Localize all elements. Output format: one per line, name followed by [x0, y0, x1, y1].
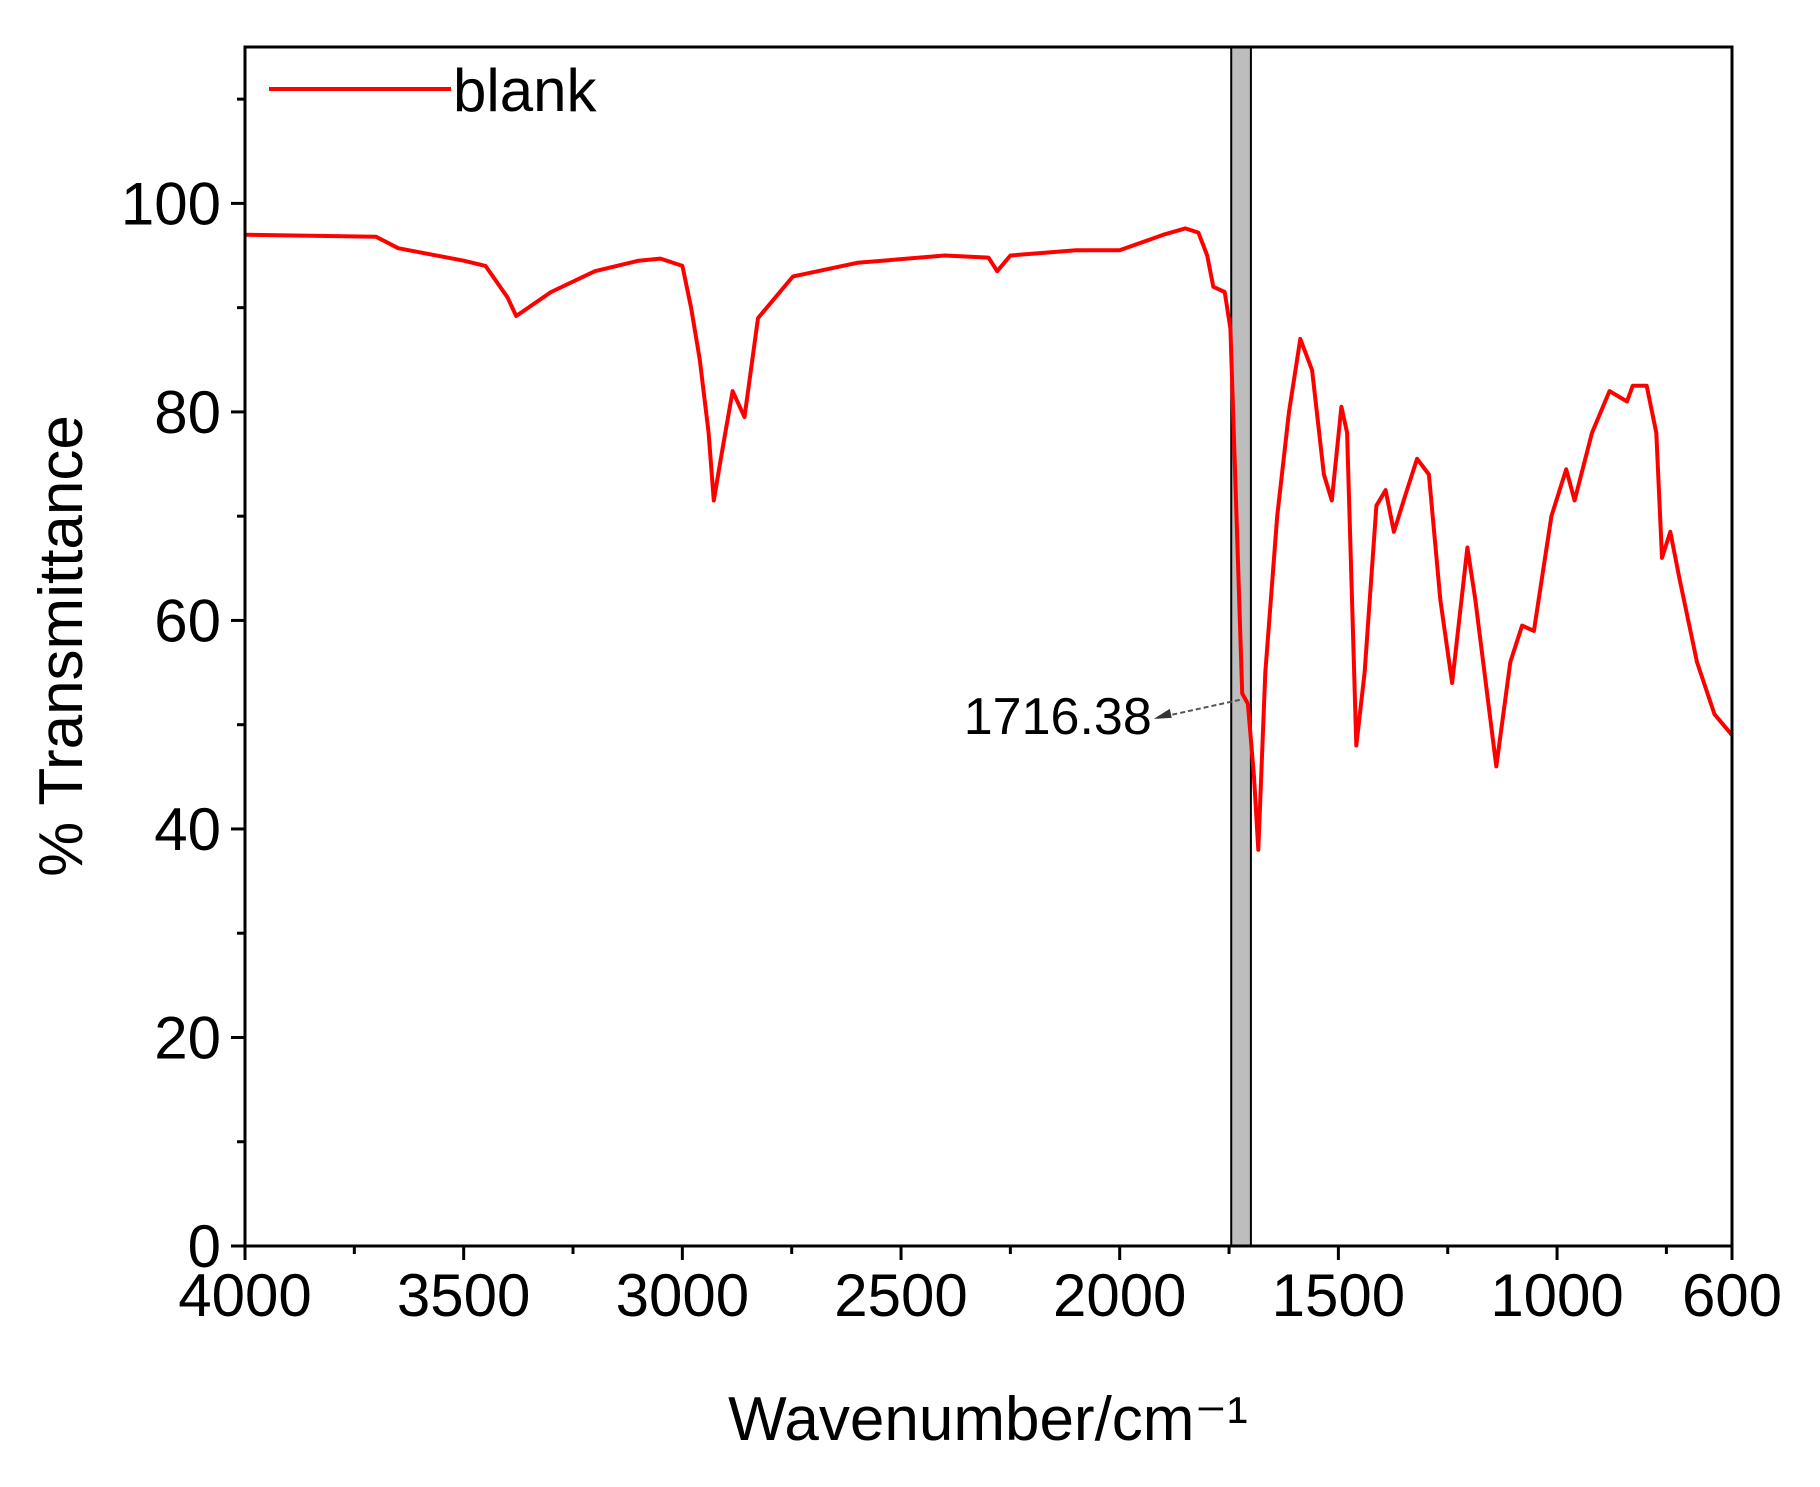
x-axis-label: Wavenumber/cm⁻¹ [728, 1385, 1248, 1454]
y-tick-label: 80 [154, 379, 221, 446]
y-tick-label: 0 [188, 1213, 221, 1280]
x-tick-label: 2000 [1053, 1262, 1186, 1329]
annotation-arrow [1157, 698, 1240, 719]
x-tick-label: 2500 [834, 1262, 967, 1329]
annotation-label: 1716.38 [964, 688, 1152, 746]
legend-label: blank [453, 57, 597, 124]
x-tick-label: 3500 [397, 1262, 530, 1329]
y-tick-label: 40 [154, 796, 221, 863]
x-tick-label: 3000 [616, 1262, 749, 1329]
y-tick-label: 60 [154, 587, 221, 654]
x-tick-label: 1000 [1490, 1262, 1623, 1329]
spectrum-line [244, 226, 1734, 852]
annotation-arrowhead [1153, 708, 1172, 719]
y-tick-label: 100 [121, 170, 221, 237]
y-axis-label: % Transmittance [27, 415, 96, 877]
x-tick-label: 600 [1682, 1262, 1782, 1329]
x-tick-label: 4000 [178, 1262, 311, 1329]
y-tick-label: 20 [154, 1004, 221, 1071]
x-tick-label: 1500 [1272, 1262, 1405, 1329]
plot-frame [243, 45, 1734, 1248]
